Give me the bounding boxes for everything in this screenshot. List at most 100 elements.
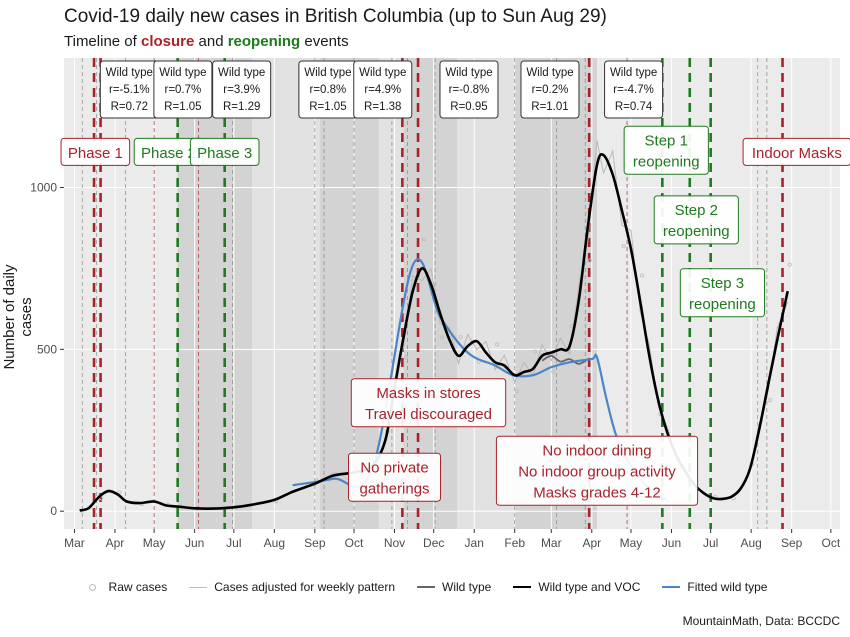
legend-item: Wild type and VOC: [513, 580, 640, 594]
event-label-text: No indoor group activity: [518, 464, 676, 481]
x-tick-label: Feb: [504, 536, 525, 550]
caption: MountainMath, Data: BCCDC: [682, 614, 840, 628]
event-label-box: [623, 125, 709, 175]
event-label-text: reopening: [689, 296, 756, 313]
series-line-wild-type: [541, 354, 589, 365]
raw-case-point: [403, 355, 408, 360]
x-tick-label: Jun: [185, 536, 204, 550]
rate-label-text: R=1.38: [364, 101, 401, 113]
x-tick-label: Oct: [345, 536, 364, 550]
event-label-box: [679, 268, 766, 318]
event-label-box: [189, 137, 260, 166]
rate-label: Wild type r=3.9% R=1.29: [212, 60, 272, 119]
legend: Raw cases Cases adjusted for weekly patte…: [0, 580, 850, 594]
legend-item: Wild type: [417, 580, 491, 594]
chart-title: Covid-19 daily new cases in British Colu…: [64, 6, 607, 27]
rate-label-text: R=0.74: [615, 101, 653, 113]
raw-case-point: [458, 335, 463, 340]
chart-area: Wild type r=-5.1% R=0.72 Wild type r=0.7% R=1…: [30, 58, 850, 550]
rate-label-text: r=0.2%: [532, 84, 569, 96]
legend-label: Wild type: [442, 580, 492, 594]
event-label-text: Phase 1: [68, 145, 123, 162]
raw-case-point: [421, 237, 426, 242]
rate-label-text: r=0.7%: [164, 84, 201, 96]
rate-label: Wild type r=0.7% R=1.05: [153, 60, 213, 119]
event-label-text: reopening: [663, 223, 730, 240]
subtitle-prefix: Timeline of: [64, 33, 141, 50]
event-label-text: Indoor Masks: [752, 145, 842, 162]
event-label-text: Masks in stores: [376, 385, 480, 402]
event-label-text: No indoor dining: [542, 443, 651, 460]
x-tick-label: Apr: [582, 536, 601, 550]
raw-case-point: [640, 273, 645, 278]
raw-case-point: [551, 369, 556, 374]
legend-key: [189, 586, 208, 588]
rate-label-text: r=4.9%: [364, 84, 401, 96]
x-tick-label: Mar: [541, 536, 562, 550]
x-tick-label: Nov: [384, 536, 405, 550]
x-tick-label: Jun: [662, 536, 681, 550]
rate-label-text: Wild type: [445, 67, 492, 79]
event-label-text: Step 2: [675, 202, 718, 219]
raw-case-point: [621, 244, 626, 249]
rate-label-text: Wild type: [526, 67, 573, 79]
event-label-box: [348, 452, 442, 502]
legend-label: Cases adjusted for weekly pattern: [214, 580, 395, 594]
raw-case-point: [495, 342, 500, 347]
legend-item: Cases adjusted for weekly pattern: [189, 580, 395, 594]
rate-label-box: [153, 60, 213, 119]
rate-label-text: R=0.95: [450, 101, 487, 113]
y-tick-label: 1000: [30, 180, 57, 194]
x-tick-label: Oct: [822, 536, 841, 550]
raw-case-point: [532, 349, 537, 354]
x-tick-label: May: [143, 536, 166, 550]
rate-label-text: r=-5.1%: [109, 84, 150, 96]
legend-label: Wild type and VOC: [538, 580, 641, 594]
x-tick-label: Sep: [304, 536, 326, 550]
event-label-box: [653, 195, 739, 245]
rate-label-text: r=3.9%: [223, 84, 260, 96]
legend-key: [88, 583, 96, 591]
event-label: Phase 2: [133, 137, 204, 166]
rate-label-text: R=1.01: [531, 101, 568, 113]
rate-label-box: [212, 60, 272, 119]
legend-label: Raw cases: [108, 580, 168, 594]
raw-case-point: [514, 389, 519, 394]
rate-label: Wild type r=0.8% R=1.05: [298, 60, 358, 119]
legend-item: Raw cases: [83, 580, 168, 594]
rate-label-box: [604, 60, 664, 119]
subtitle-suffix: events: [300, 33, 349, 50]
subtitle-closure: closure: [140, 33, 195, 50]
y-tick-label: 500: [37, 342, 57, 356]
rate-label: Wild type r=4.9% R=1.38: [353, 60, 413, 119]
x-tick-label: Aug: [264, 536, 285, 550]
event-label-text: Step 1: [645, 133, 688, 150]
subtitle-middle: and: [194, 33, 228, 50]
raw-case-point: [787, 262, 792, 267]
event-label: No private gatherings: [348, 452, 442, 502]
rate-label-text: r=0.8%: [310, 84, 347, 96]
event-label: Step 2 reopening: [653, 195, 739, 245]
event-label-text: Step 3: [701, 275, 744, 292]
legend-key: [513, 586, 532, 588]
y-tick-label: 0: [50, 504, 57, 518]
event-label-text: Phase 2: [141, 145, 196, 162]
rate-label-text: Wild type: [106, 67, 153, 79]
event-label: Masks in stores Travel discouraged: [350, 378, 507, 428]
raw-case-point: [768, 398, 773, 403]
event-label: Step 3 reopening: [679, 268, 766, 318]
rate-label-text: Wild type: [218, 67, 265, 79]
rate-label-text: r=-4.7%: [613, 84, 654, 96]
x-tick-label: Mar: [64, 536, 85, 550]
x-tick-label: Aug: [740, 536, 761, 550]
subtitle-reopening: reopening: [227, 33, 301, 50]
shaded-period: [177, 58, 253, 529]
legend-key: [662, 586, 681, 588]
event-label-box: [495, 435, 699, 506]
x-tick-label: Sep: [781, 536, 803, 550]
rate-label-text: Wild type: [359, 67, 406, 79]
x-tick-label: Apr: [106, 536, 125, 550]
x-tick-label: Jul: [226, 536, 241, 550]
rate-label-text: Wild type: [304, 67, 351, 79]
event-label: Phase 1: [60, 137, 131, 166]
